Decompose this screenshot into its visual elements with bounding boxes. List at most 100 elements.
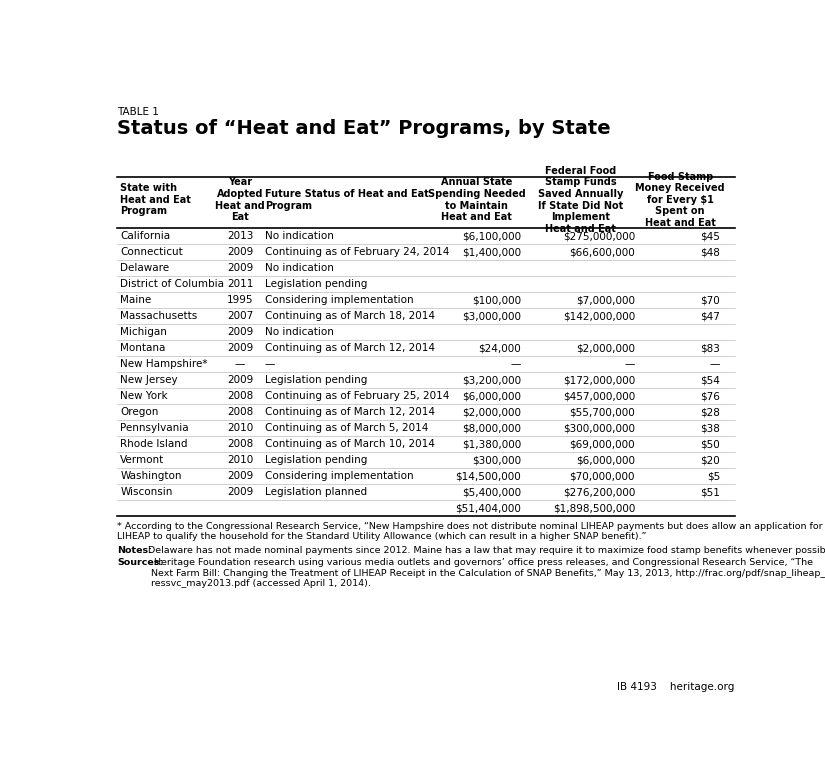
- Text: $45: $45: [700, 231, 720, 241]
- Text: $142,000,000: $142,000,000: [563, 311, 635, 321]
- Text: Maine: Maine: [120, 295, 152, 305]
- Text: —: —: [265, 359, 276, 369]
- Text: $6,100,000: $6,100,000: [462, 231, 521, 241]
- Text: 2007: 2007: [227, 311, 253, 321]
- Text: 2008: 2008: [227, 391, 253, 401]
- Text: Year
Adopted
Heat and
Eat: Year Adopted Heat and Eat: [215, 177, 265, 222]
- Text: $172,000,000: $172,000,000: [563, 375, 635, 385]
- Text: $55,700,000: $55,700,000: [569, 407, 635, 417]
- Text: No indication: No indication: [265, 327, 334, 337]
- Text: 2009: 2009: [227, 263, 253, 273]
- Text: $5,400,000: $5,400,000: [462, 487, 521, 497]
- Text: $66,600,000: $66,600,000: [569, 247, 635, 257]
- Text: 2009: 2009: [227, 327, 253, 337]
- Text: $457,000,000: $457,000,000: [563, 391, 635, 401]
- Text: $38: $38: [700, 423, 720, 433]
- Text: Washington: Washington: [120, 471, 182, 481]
- Text: Continuing as of March 5, 2014: Continuing as of March 5, 2014: [265, 423, 428, 433]
- Text: New Hampshire*: New Hampshire*: [120, 359, 208, 369]
- Text: Sources:: Sources:: [117, 558, 163, 568]
- Text: Wisconsin: Wisconsin: [120, 487, 172, 497]
- Text: District of Columbia: District of Columbia: [120, 279, 224, 289]
- Text: $3,200,000: $3,200,000: [462, 375, 521, 385]
- Text: Pennsylvania: Pennsylvania: [120, 423, 189, 433]
- Text: Delaware has not made nominal payments since 2012. Maine has a law that may requ: Delaware has not made nominal payments s…: [145, 546, 825, 555]
- Text: Continuing as of March 12, 2014: Continuing as of March 12, 2014: [265, 407, 435, 417]
- Text: Connecticut: Connecticut: [120, 247, 183, 257]
- Text: Continuing as of February 25, 2014: Continuing as of February 25, 2014: [265, 391, 450, 401]
- Text: $1,380,000: $1,380,000: [462, 439, 521, 449]
- Text: Future Status of Heat and Eat
Program: Future Status of Heat and Eat Program: [265, 189, 429, 211]
- Text: $5: $5: [707, 471, 720, 481]
- Text: TABLE 1: TABLE 1: [117, 107, 159, 118]
- Text: $2,000,000: $2,000,000: [462, 407, 521, 417]
- Text: Massachusetts: Massachusetts: [120, 311, 198, 321]
- Text: State with
Heat and Eat
Program: State with Heat and Eat Program: [120, 183, 191, 216]
- Text: $51,404,000: $51,404,000: [455, 503, 521, 513]
- Text: $24,000: $24,000: [478, 343, 521, 353]
- Text: Legislation pending: Legislation pending: [265, 455, 367, 465]
- Text: Considering implementation: Considering implementation: [265, 471, 413, 481]
- Text: $54: $54: [700, 375, 720, 385]
- Text: $275,000,000: $275,000,000: [563, 231, 635, 241]
- Text: 2009: 2009: [227, 487, 253, 497]
- Text: Legislation planned: Legislation planned: [265, 487, 367, 497]
- Text: $14,500,000: $14,500,000: [455, 471, 521, 481]
- Text: Legislation pending: Legislation pending: [265, 375, 367, 385]
- Text: $2,000,000: $2,000,000: [576, 343, 635, 353]
- Text: $276,200,000: $276,200,000: [563, 487, 635, 497]
- Text: Vermont: Vermont: [120, 455, 165, 465]
- Text: Federal Food
Stamp Funds
Saved Annually
If State Did Not
Implement
Heat and Eat: Federal Food Stamp Funds Saved Annually …: [538, 165, 624, 234]
- Text: Rhode Island: Rhode Island: [120, 439, 188, 449]
- Text: 2010: 2010: [227, 455, 253, 465]
- Text: $6,000,000: $6,000,000: [576, 455, 635, 465]
- Text: $83: $83: [700, 343, 720, 353]
- Text: $100,000: $100,000: [472, 295, 521, 305]
- Text: New Jersey: New Jersey: [120, 375, 178, 385]
- Text: $8,000,000: $8,000,000: [462, 423, 521, 433]
- Text: 1995: 1995: [227, 295, 253, 305]
- Text: 2008: 2008: [227, 439, 253, 449]
- Text: 2009: 2009: [227, 247, 253, 257]
- Text: $20: $20: [700, 455, 720, 465]
- Text: $1,400,000: $1,400,000: [462, 247, 521, 257]
- Text: Annual State
Spending Needed
to Maintain
Heat and Eat: Annual State Spending Needed to Maintain…: [427, 177, 526, 222]
- Text: Delaware: Delaware: [120, 263, 169, 273]
- Text: Michigan: Michigan: [120, 327, 167, 337]
- Text: Food Stamp
Money Received
for Every $1
Spent on
Heat and Eat: Food Stamp Money Received for Every $1 S…: [635, 172, 725, 228]
- Text: $50: $50: [700, 439, 720, 449]
- Text: $3,000,000: $3,000,000: [462, 311, 521, 321]
- Text: Oregon: Oregon: [120, 407, 158, 417]
- Text: Considering implementation: Considering implementation: [265, 295, 413, 305]
- Text: New York: New York: [120, 391, 168, 401]
- Text: 2009: 2009: [227, 375, 253, 385]
- Text: 2008: 2008: [227, 407, 253, 417]
- Text: No indication: No indication: [265, 231, 334, 241]
- Text: Montana: Montana: [120, 343, 166, 353]
- Text: Continuing as of February 24, 2014: Continuing as of February 24, 2014: [265, 247, 450, 257]
- Text: $70,000,000: $70,000,000: [569, 471, 635, 481]
- Text: * According to the Congressional Research Service, “New Hampshire does not distr: * According to the Congressional Researc…: [117, 522, 823, 542]
- Text: —: —: [710, 359, 720, 369]
- Text: $300,000,000: $300,000,000: [563, 423, 635, 433]
- Text: $48: $48: [700, 247, 720, 257]
- Text: No indication: No indication: [265, 263, 334, 273]
- Text: $300,000: $300,000: [472, 455, 521, 465]
- Text: Heritage Foundation research using various media outlets and governors’ office p: Heritage Foundation research using vario…: [151, 558, 825, 588]
- Text: $7,000,000: $7,000,000: [576, 295, 635, 305]
- Text: Continuing as of March 18, 2014: Continuing as of March 18, 2014: [265, 311, 435, 321]
- Text: Legislation pending: Legislation pending: [265, 279, 367, 289]
- Text: $28: $28: [700, 407, 720, 417]
- Text: Status of “Heat and Eat” Programs, by State: Status of “Heat and Eat” Programs, by St…: [117, 119, 610, 139]
- Text: 2013: 2013: [227, 231, 253, 241]
- Text: California: California: [120, 231, 171, 241]
- Text: $69,000,000: $69,000,000: [569, 439, 635, 449]
- Text: —: —: [625, 359, 635, 369]
- Text: Continuing as of March 12, 2014: Continuing as of March 12, 2014: [265, 343, 435, 353]
- Text: 2010: 2010: [227, 423, 253, 433]
- Text: 2009: 2009: [227, 471, 253, 481]
- Text: $6,000,000: $6,000,000: [462, 391, 521, 401]
- Text: $1,898,500,000: $1,898,500,000: [553, 503, 635, 513]
- Text: 2009: 2009: [227, 343, 253, 353]
- Text: —: —: [235, 359, 245, 369]
